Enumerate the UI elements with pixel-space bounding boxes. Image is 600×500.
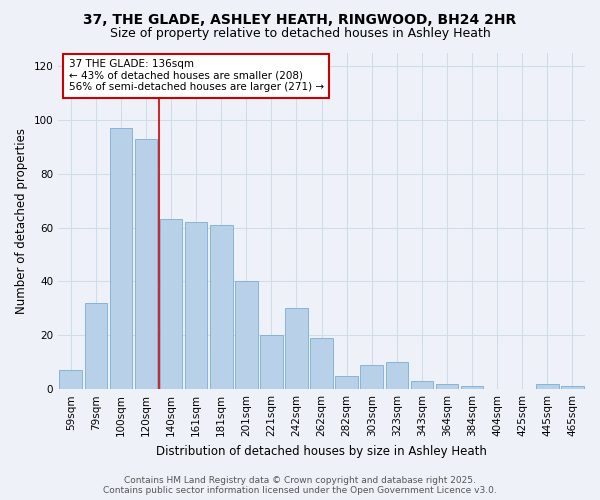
Bar (386, 362, 408, 389)
Bar (285, 308, 308, 389)
Y-axis label: Number of detached properties: Number of detached properties (15, 128, 28, 314)
Bar (335, 376, 358, 389)
Bar (59, 370, 82, 389)
Text: Contains HM Land Registry data © Crown copyright and database right 2025.
Contai: Contains HM Land Registry data © Crown c… (103, 476, 497, 495)
Bar (461, 386, 484, 389)
Text: Size of property relative to detached houses in Ashley Heath: Size of property relative to detached ho… (110, 28, 490, 40)
Text: 37 THE GLADE: 136sqm
← 43% of detached houses are smaller (208)
56% of semi-deta: 37 THE GLADE: 136sqm ← 43% of detached h… (69, 59, 324, 92)
Bar (235, 282, 257, 389)
Bar (361, 365, 383, 389)
Bar (260, 336, 283, 389)
Bar (210, 225, 233, 389)
Bar (185, 222, 208, 389)
Bar (134, 138, 157, 389)
Bar (160, 220, 182, 389)
Bar (536, 384, 559, 389)
Bar (561, 386, 584, 389)
Bar (410, 381, 433, 389)
Bar (110, 128, 132, 389)
Bar (310, 338, 333, 389)
X-axis label: Distribution of detached houses by size in Ashley Heath: Distribution of detached houses by size … (156, 444, 487, 458)
Bar (436, 384, 458, 389)
Text: 37, THE GLADE, ASHLEY HEATH, RINGWOOD, BH24 2HR: 37, THE GLADE, ASHLEY HEATH, RINGWOOD, B… (83, 12, 517, 26)
Bar (85, 303, 107, 389)
